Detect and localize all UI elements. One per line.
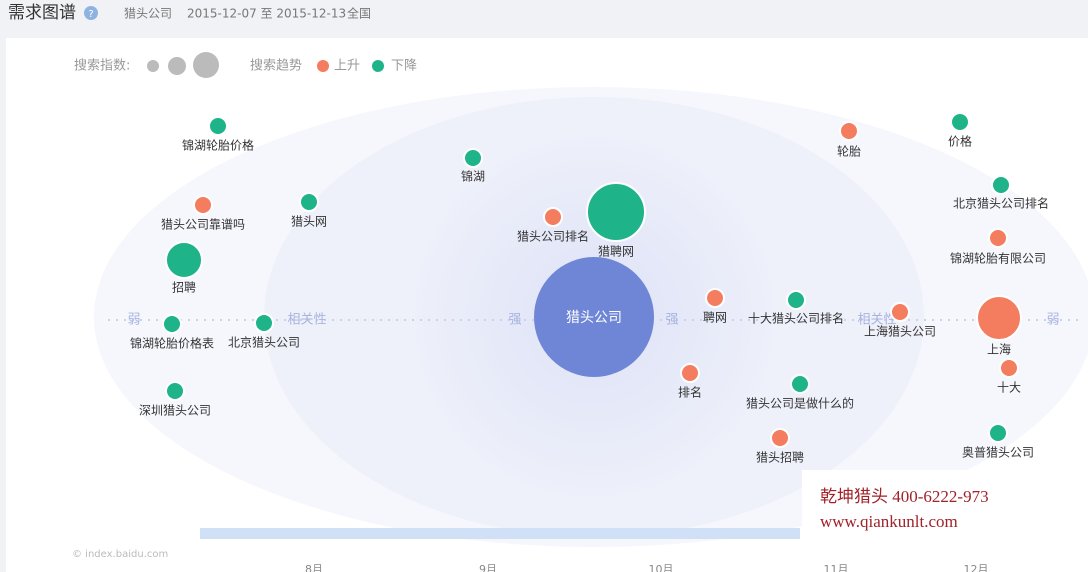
node [988, 423, 1008, 443]
node-label: 上海猎头公司 [864, 324, 936, 339]
node [463, 148, 483, 168]
axis-label: 强 [508, 313, 521, 328]
node-label: 锦湖轮胎价格表 [130, 336, 214, 351]
axis-label: 相关性 [287, 313, 326, 328]
node [790, 374, 810, 394]
node-label: 排名 [678, 385, 702, 400]
node [165, 241, 203, 279]
legend-down-dot [372, 60, 384, 72]
legend-index: 搜索指数: [74, 59, 130, 74]
legend-up-dot [317, 60, 329, 72]
node [680, 363, 700, 383]
node-label: 猎头网 [291, 215, 327, 229]
timeline-bar [200, 528, 800, 539]
month-label: 10月 [649, 563, 674, 572]
axis-label: 弱 [1046, 313, 1059, 328]
node [988, 228, 1008, 248]
node-label: 锦湖轮胎价格 [182, 138, 254, 153]
copyright: © index.baidu.com [72, 549, 168, 560]
month-label: 8月 [305, 563, 323, 572]
node [193, 195, 213, 215]
node [543, 207, 563, 227]
watermark-box [802, 470, 1002, 540]
node [999, 358, 1019, 378]
node [890, 302, 910, 322]
node [839, 121, 859, 141]
node-label: 锦湖 [461, 169, 485, 184]
node [586, 182, 646, 242]
keyword: 猎头公司 [124, 7, 172, 21]
axis-label: 相关性 [857, 313, 896, 328]
legend-trend: 搜索趋势 [250, 58, 302, 74]
node-label: 猎头公司是做什么的 [746, 396, 854, 411]
node-label: 锦湖轮胎有限公司 [950, 251, 1046, 266]
node [991, 175, 1011, 195]
legend-size [147, 60, 159, 72]
node-label: 招聘 [172, 281, 196, 295]
month-label: 12月 [964, 563, 989, 572]
node [770, 428, 790, 448]
region: 全国 [347, 6, 371, 21]
node-label: 北京猎头公司排名 [953, 196, 1049, 211]
watermark: 乾坤猎头 400-6222-973 [820, 487, 989, 506]
month-label: 11月 [824, 563, 849, 572]
legend-down: 下降 [391, 59, 417, 74]
node-label: 十大猎头公司排名 [748, 311, 844, 326]
node-label: 轮胎 [837, 145, 861, 159]
node-label: 价格 [948, 134, 972, 149]
node-label: 十大 [997, 381, 1021, 395]
node [208, 116, 228, 136]
node [162, 314, 182, 334]
center-label: 猎头公司 [566, 310, 622, 326]
node-label: 猎头公司排名 [517, 229, 589, 244]
node-label: 奥普猎头公司 [962, 446, 1034, 460]
node-label: 猎头公司靠谱吗 [161, 218, 245, 232]
legend-up: 上升 [334, 59, 360, 74]
help-text: ? [88, 9, 93, 20]
node-label: 猎聘网 [598, 245, 634, 259]
axis-label: 强 [665, 313, 678, 328]
header-bar [0, 0, 1088, 38]
node-label: 北京猎头公司 [228, 336, 300, 350]
node-label: 猎头招聘 [756, 451, 804, 465]
node-label: 深圳猎头公司 [139, 404, 211, 418]
node [165, 381, 185, 401]
title: 需求图谱 [8, 3, 76, 23]
node [705, 288, 725, 308]
legend-size [193, 52, 219, 78]
node [786, 290, 806, 310]
date-range: 2015-12-07 至 2015-12-13 [187, 7, 346, 21]
center-node [534, 257, 654, 377]
help-icon[interactable] [84, 6, 98, 20]
node [950, 112, 970, 132]
watermark: www.qiankunlt.com [820, 512, 958, 531]
node [299, 192, 319, 212]
month-label: 9月 [479, 563, 497, 572]
node [254, 313, 274, 333]
node-label: 上海 [987, 342, 1011, 357]
axis-label: 弱 [127, 313, 140, 328]
legend-size [168, 57, 186, 75]
node-label: 聘网 [703, 311, 727, 325]
node [976, 295, 1022, 341]
